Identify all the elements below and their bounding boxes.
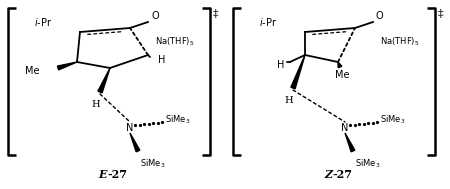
- Text: N: N: [341, 123, 349, 133]
- Text: N: N: [126, 123, 134, 133]
- Text: H: H: [158, 55, 166, 65]
- Polygon shape: [98, 68, 110, 93]
- Text: $i$-Pr: $i$-Pr: [34, 16, 52, 28]
- Text: SiMe$_3$: SiMe$_3$: [355, 158, 380, 170]
- Text: Na(THF)$_5$: Na(THF)$_5$: [155, 36, 194, 48]
- Text: O: O: [376, 11, 383, 21]
- Text: SiMe$_3$: SiMe$_3$: [165, 114, 190, 126]
- Text: -27: -27: [332, 170, 352, 180]
- Text: Z: Z: [324, 170, 332, 180]
- Text: Me: Me: [336, 70, 350, 80]
- Text: H: H: [285, 96, 293, 105]
- Text: H: H: [277, 60, 284, 70]
- Polygon shape: [130, 133, 140, 152]
- Text: ‡: ‡: [438, 9, 444, 19]
- Text: E: E: [99, 170, 107, 180]
- Text: H: H: [92, 100, 100, 109]
- Polygon shape: [338, 62, 342, 68]
- Text: $i$-Pr: $i$-Pr: [259, 16, 277, 28]
- Text: Na(THF)$_5$: Na(THF)$_5$: [380, 36, 419, 48]
- Text: O: O: [151, 11, 158, 21]
- Text: -27: -27: [107, 170, 127, 180]
- Text: SiMe$_3$: SiMe$_3$: [380, 114, 405, 126]
- Polygon shape: [58, 62, 77, 70]
- Text: SiMe$_3$: SiMe$_3$: [140, 158, 166, 170]
- Text: ‡: ‡: [213, 9, 219, 19]
- Text: Me: Me: [26, 66, 40, 76]
- Polygon shape: [345, 133, 355, 152]
- Polygon shape: [291, 55, 305, 89]
